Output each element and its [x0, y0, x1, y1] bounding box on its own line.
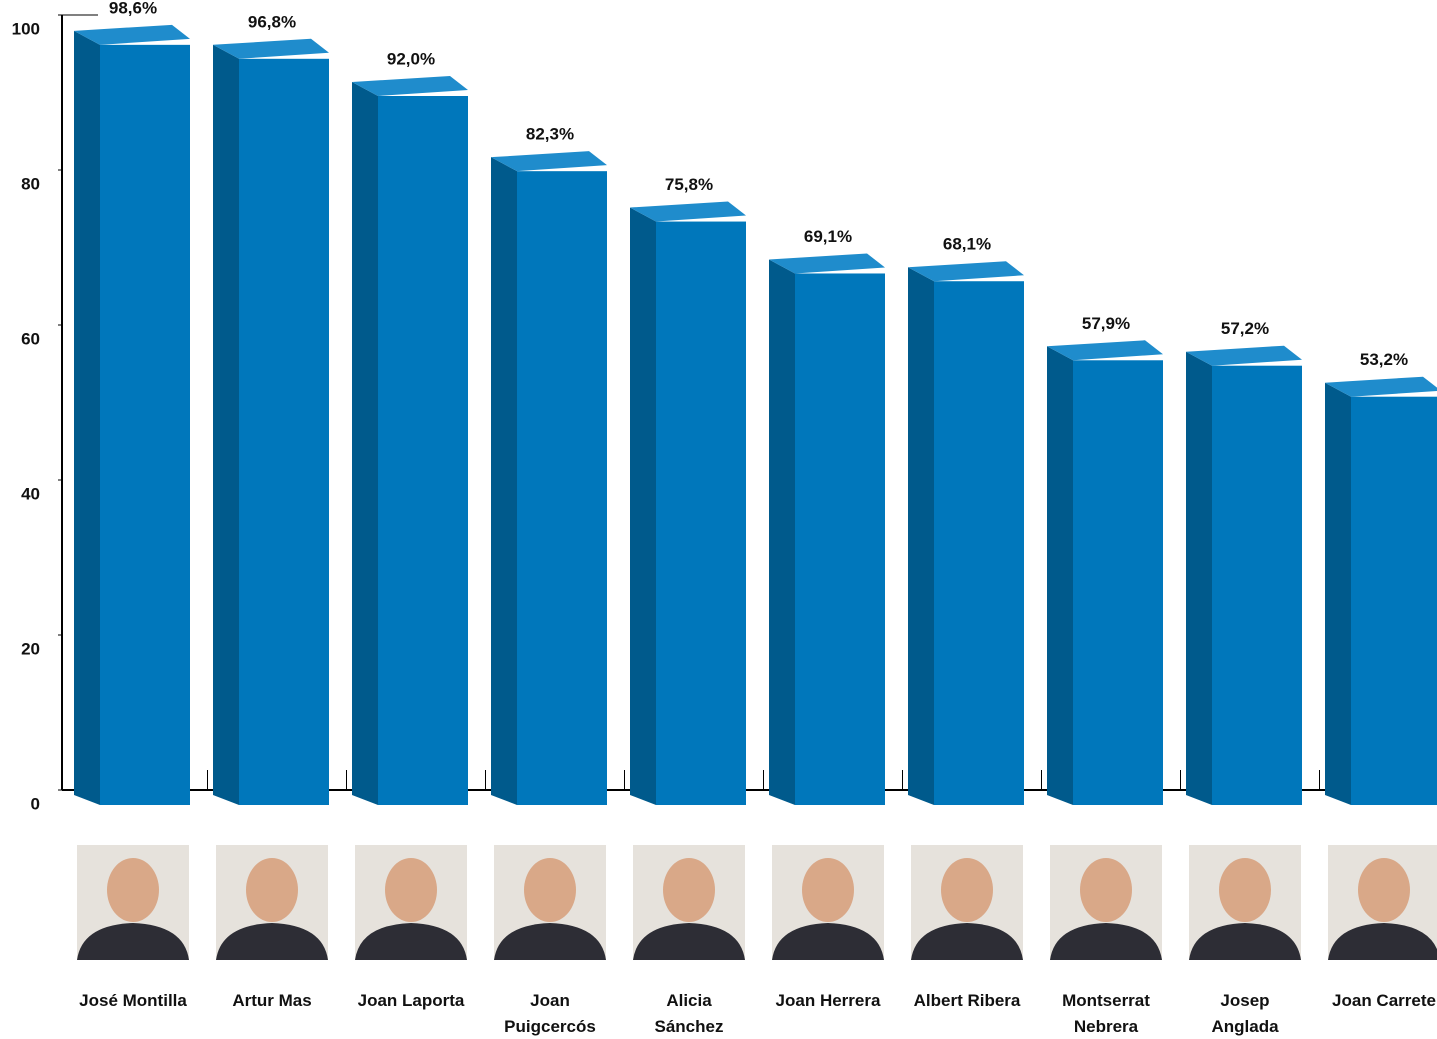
- value-label: 82,3%: [526, 125, 574, 144]
- value-label: 92,0%: [387, 49, 435, 68]
- bar: [100, 44, 190, 806]
- bar-side: [491, 157, 517, 806]
- value-label: 98,6%: [109, 0, 157, 17]
- x-tick-label: Joan Laporta: [357, 991, 465, 1010]
- x-tick-label: Montserrat Nebrera: [1062, 991, 1150, 1036]
- bar-side: [213, 44, 239, 806]
- bar-top: [213, 38, 329, 59]
- bar: [517, 171, 607, 806]
- bar-top: [352, 76, 468, 96]
- bar-top: [908, 261, 1024, 282]
- bar-side: [630, 207, 656, 806]
- value-label: 57,2%: [1221, 319, 1269, 338]
- bar: [934, 281, 1024, 806]
- y-tick-label: 40: [21, 484, 40, 503]
- y-tick-label: 80: [21, 174, 40, 193]
- bar-side: [1047, 346, 1073, 805]
- photo: [355, 845, 467, 960]
- y-tick-label: 0: [31, 794, 40, 813]
- photo: [1050, 845, 1162, 960]
- bar-top: [491, 151, 607, 172]
- x-tick-label: Albert Ribera: [913, 991, 1021, 1010]
- bar-top: [769, 253, 885, 274]
- x-tick-label: Joan Carrete: [1332, 991, 1436, 1010]
- photo: [494, 845, 606, 960]
- value-label: 75,8%: [665, 175, 713, 194]
- bar-side: [1325, 382, 1351, 805]
- bar: [656, 221, 746, 806]
- x-tick-label: Alicia Sánchez Camacho: [654, 991, 724, 1036]
- bar: [795, 273, 885, 806]
- bar-side: [74, 30, 100, 806]
- bar-side: [352, 82, 378, 805]
- photo: [216, 845, 328, 960]
- value-label: 57,9%: [1082, 314, 1130, 333]
- x-tick-label: Artur Mas: [232, 991, 312, 1010]
- bar-side: [1186, 351, 1212, 805]
- x-tick-label: Joan Herrera: [775, 991, 881, 1010]
- y-tick-label: 20: [21, 639, 40, 658]
- photo: [772, 845, 884, 960]
- photo: [633, 845, 745, 960]
- photo: [911, 845, 1023, 960]
- photo: [77, 845, 189, 960]
- bar: [1351, 396, 1437, 805]
- photo: [1328, 845, 1437, 960]
- bar: [1073, 360, 1163, 805]
- x-tick-label: José Montilla: [79, 991, 187, 1010]
- bar-side: [908, 267, 934, 806]
- x-tick-label: Josep Anglada: [1211, 991, 1279, 1036]
- bar-top: [74, 24, 190, 45]
- bar-top: [1186, 345, 1302, 366]
- value-label: 69,1%: [804, 227, 852, 246]
- y-tick-label: 100: [12, 19, 40, 38]
- bar-side: [769, 259, 795, 806]
- bar: [239, 58, 329, 806]
- y-tick-label: 60: [21, 329, 40, 348]
- bar: [1212, 365, 1302, 805]
- value-label: 68,1%: [943, 235, 991, 254]
- bar-top: [630, 201, 746, 222]
- x-tick-label: Joan Puigcercós: [504, 991, 596, 1036]
- photo: [1189, 845, 1301, 960]
- value-label: 96,8%: [248, 12, 296, 31]
- bar-top: [1047, 340, 1163, 361]
- bar-top: [1325, 376, 1437, 397]
- bar: [378, 96, 468, 805]
- value-label: 53,2%: [1360, 350, 1408, 369]
